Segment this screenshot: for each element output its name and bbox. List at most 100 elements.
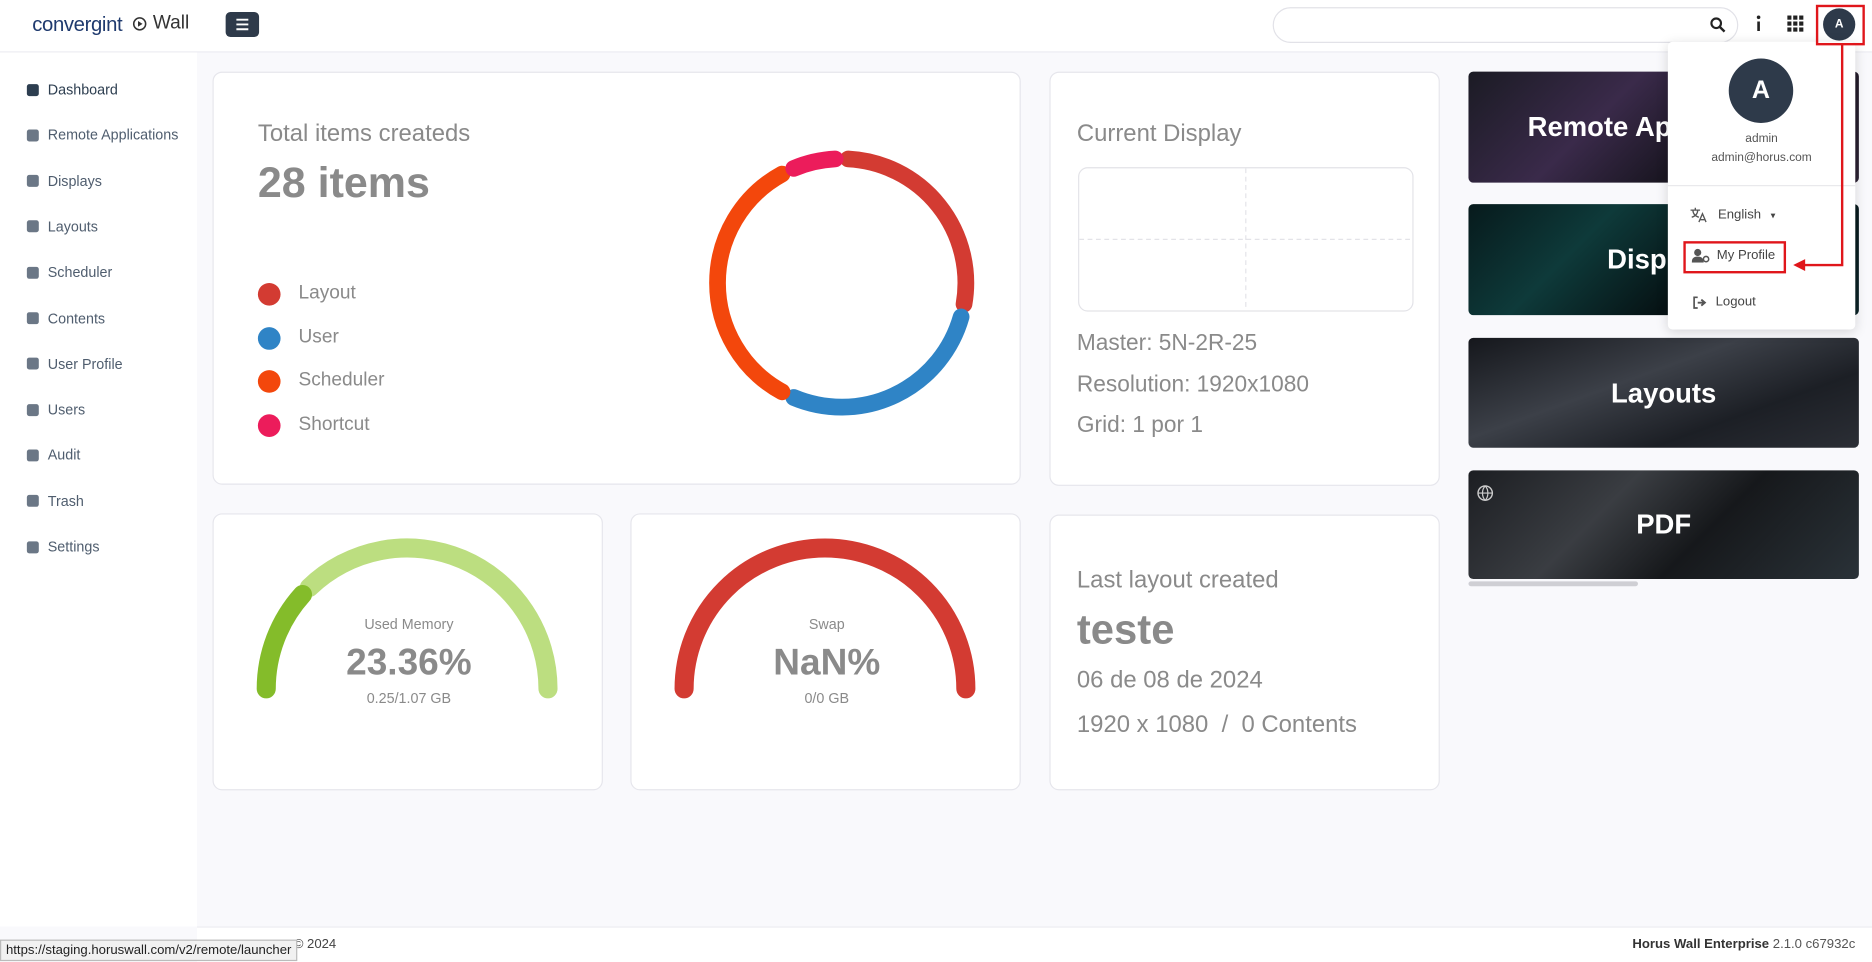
icon-shape [26,266,39,279]
nav-icon [26,220,39,233]
gauge-detail: 0/0 GB [804,690,850,707]
logout-icon [1693,295,1707,309]
layout-name: teste [1076,606,1175,654]
menu-item-label: Logout [1715,294,1756,310]
menu-item[interactable]: Logout [1693,295,1756,309]
nav-icon [26,175,39,187]
legend-dot [257,414,281,438]
nav-label: Layouts [47,218,98,236]
nav-item[interactable]: Users [26,401,85,418]
nav-label: Dashboard [47,81,118,98]
apps-icon[interactable] [1787,15,1804,33]
nav-item[interactable]: Settings [26,538,100,555]
nav-item[interactable]: Trash [26,492,84,510]
user-gear-icon [1691,248,1710,263]
nav-item[interactable]: Layouts [26,218,98,235]
product-name: Horus Wall Enterprise [1632,937,1770,952]
legend-dot [257,326,281,350]
card-title: Total items createds [257,120,471,147]
nav-item[interactable]: Scheduler [26,264,112,281]
app-name: Wall [152,13,190,34]
dropdown-avatar: A [1728,58,1794,123]
caret: ▾ [1770,209,1776,221]
icon-shape [26,449,39,462]
legend-label: Layout [298,282,356,304]
icon-shape [26,357,39,370]
layout-size: 1920 x 1080 / 0 Contents [1076,711,1357,738]
nav-icon [26,312,39,325]
divider [1667,185,1856,187]
nav-label: Remote Applications [47,126,179,144]
display-resolution: Resolution: 1920x1080 [1076,372,1309,398]
swap-card: Swap NaN% 0/0 GB [630,513,1021,791]
icon-shape [26,129,39,142]
sidebar: Dashboard Remote Applications Displays Layo… [0,52,197,927]
language-selector[interactable]: English ▾ [1689,207,1775,224]
legend-label: Scheduler [298,370,385,391]
display-grid-text: Grid: 1 por 1 [1076,413,1203,439]
display-master: Master: 5N-2R-25 [1076,330,1258,356]
nav-item[interactable]: Audit [26,447,80,464]
icon-shape [26,175,39,187]
menu-item-label: My Profile [1716,248,1776,263]
display-preview [1078,167,1414,312]
legend-label: Shortcut [298,414,370,435]
logo[interactable]: convergint [32,13,123,36]
user-name: admin [1745,132,1778,146]
footer-version: Horus Wall Enterprise 2.1.0 c67932c [1632,937,1855,951]
gauge-label: Used Memory [364,616,454,633]
icon-shape [26,540,39,553]
user-dropdown: A admin admin@horus.com English ▾ My Prof… [1667,41,1856,330]
nav-item[interactable]: Dashboard [26,81,118,98]
search-icon[interactable] [1710,17,1727,34]
nav-item[interactable]: Remote Applications [26,127,178,144]
nav-label: Audit [47,446,81,464]
gauge-label: Swap [808,616,845,633]
nav-label: Scheduler [47,264,113,281]
tile[interactable]: PDF [1468,470,1859,580]
nav-label: User Profile [47,355,123,373]
nav-icon [26,83,39,96]
nav-icon [26,129,39,142]
icon-shape [26,403,39,416]
nav-item[interactable]: Contents [26,310,105,327]
language: English [1717,207,1762,223]
user-email: admin@horus.com [1711,151,1812,165]
search-box[interactable] [1272,7,1739,43]
user-avatar[interactable]: A [1823,8,1856,41]
tile-label: PDF [1636,508,1692,540]
card-title: Last layout created [1076,567,1279,594]
info-icon[interactable] [1753,14,1765,33]
scrollbar[interactable] [1468,581,1639,587]
nav-icon [26,449,39,462]
nav-icon [26,403,39,416]
nav-icon [26,357,39,370]
nav-label: Displays [47,172,102,190]
icon-shape [26,83,39,96]
legend-dot [257,370,281,394]
current-display-card: Current Display Master: 5N-2R-25 Resolut… [1049,71,1440,486]
copyright: © 2024 [293,937,337,952]
play-icon [132,17,147,31]
nav-label: Users [47,401,86,418]
icon-shape [26,312,39,325]
icon-shape [26,495,39,508]
memory-card: Used Memory 23.36% 0.25/1.07 GB [212,513,603,791]
nav-label: Contents [47,309,106,327]
icon-shape [26,220,39,233]
legend-label: User [298,326,339,348]
version: 2.1.0 c67932c [1772,937,1856,952]
nav-item[interactable]: Displays [26,172,102,190]
menu-button[interactable] [225,11,260,38]
tile[interactable]: Layouts [1468,337,1859,448]
menu-item[interactable]: My Profile [1691,248,1776,263]
legend-dot [257,282,281,306]
globe-icon [1477,485,1494,501]
nav-item[interactable]: User Profile [26,355,123,373]
footer [196,926,1872,962]
gauge-detail: 0.25/1.07 GB [366,690,452,707]
display-grid [1079,168,1413,311]
nav-label: Trash [47,492,84,510]
